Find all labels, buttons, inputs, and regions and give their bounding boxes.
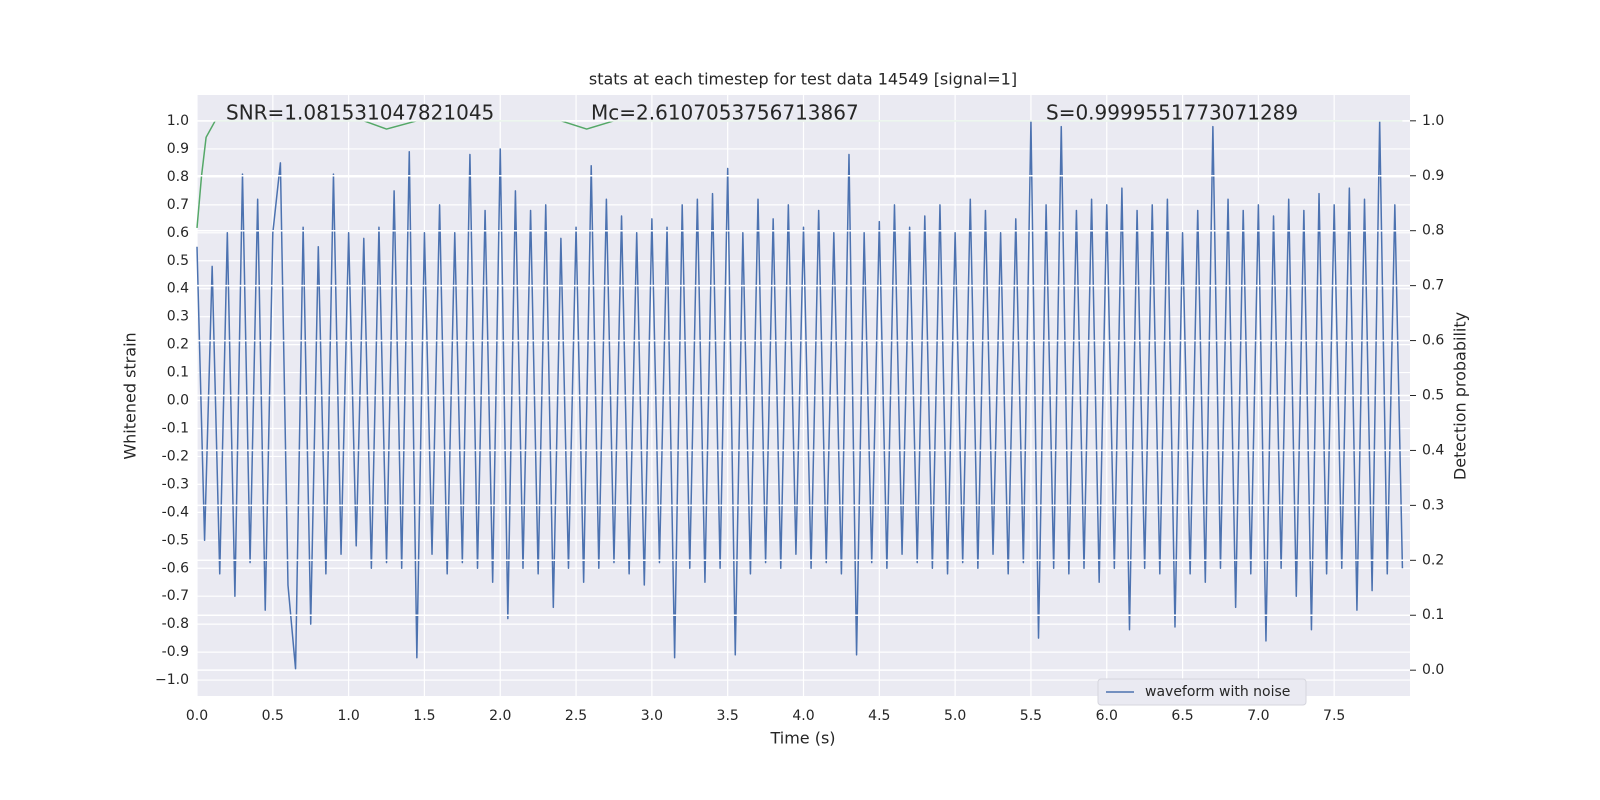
y-tick-label: 0.6 bbox=[167, 225, 189, 241]
y2-tick-label: 0.0 bbox=[1422, 662, 1444, 678]
x-tick-label: 5.5 bbox=[1020, 708, 1042, 724]
y-tick-label: −1.0 bbox=[155, 672, 189, 688]
y2-tick-label: 0.4 bbox=[1422, 442, 1444, 458]
y-tick-label: -0.8 bbox=[162, 616, 189, 632]
series-line bbox=[196, 120, 1403, 229]
y-axis-label: Whitened strain bbox=[121, 332, 140, 459]
annotation: Mc=2.6107053756713867 bbox=[591, 101, 859, 125]
y2-tick-label: 0.7 bbox=[1422, 278, 1444, 294]
x-tick-label: 1.0 bbox=[337, 708, 359, 724]
y-tick-label: 0.1 bbox=[167, 365, 189, 381]
x-tick-label: 4.0 bbox=[792, 708, 814, 724]
series-line bbox=[196, 120, 1404, 670]
y-tick-label: -0.7 bbox=[162, 588, 189, 604]
y-tick-label: -0.6 bbox=[162, 560, 189, 576]
y2-tick-label: 0.3 bbox=[1422, 497, 1444, 513]
x-tick-label: 0.5 bbox=[262, 708, 284, 724]
x-tick-label: 7.5 bbox=[1323, 708, 1345, 724]
y-tick-label: -0.2 bbox=[162, 448, 189, 464]
x-tick-label: 1.5 bbox=[413, 708, 435, 724]
y-tick-label: 0.8 bbox=[167, 169, 189, 185]
y2-tick-label: 0.9 bbox=[1422, 168, 1444, 184]
y-tick-label: -0.5 bbox=[162, 532, 189, 548]
x-tick-label: 3.0 bbox=[641, 708, 663, 724]
y-tick-label: -0.9 bbox=[162, 644, 189, 660]
y2-tick-label: 0.6 bbox=[1422, 333, 1444, 349]
y-tick-label: -0.1 bbox=[162, 420, 189, 436]
x-tick-label: 6.0 bbox=[1096, 708, 1118, 724]
legend-box bbox=[1097, 678, 1307, 706]
y2-tick-label: 0.5 bbox=[1422, 388, 1444, 404]
x-tick-label: 7.0 bbox=[1247, 708, 1269, 724]
y-tick-label: -0.4 bbox=[162, 504, 189, 520]
y2-axis-label: Detection probability bbox=[1451, 312, 1470, 480]
x-tick-label: 6.5 bbox=[1171, 708, 1193, 724]
y-tick-label: 0.4 bbox=[167, 281, 189, 297]
y-tick-label: 0.2 bbox=[167, 337, 189, 353]
y2-tick-label: 1.0 bbox=[1422, 113, 1444, 129]
x-tick-label: 2.5 bbox=[565, 708, 587, 724]
y-tick-label: 0.3 bbox=[167, 309, 189, 325]
annotation: SNR=1.081531047821045 bbox=[226, 101, 494, 125]
y-tick-label: 0.9 bbox=[167, 141, 189, 157]
y2-tick-label: 0.2 bbox=[1422, 552, 1444, 568]
y-tick-label: 1.0 bbox=[167, 113, 189, 129]
x-tick-label: 3.5 bbox=[717, 708, 739, 724]
x-tick-label: 4.5 bbox=[868, 708, 890, 724]
x-axis-label: Time (s) bbox=[769, 729, 835, 748]
y-tick-label: 0.0 bbox=[167, 393, 189, 409]
y-tick-label: -0.3 bbox=[162, 476, 189, 492]
y-tick-label: 0.7 bbox=[167, 197, 189, 213]
x-tick-label: 2.0 bbox=[489, 708, 511, 724]
chart-title: stats at each timestep for test data 145… bbox=[589, 70, 1017, 89]
y2-tick-label: 0.8 bbox=[1422, 223, 1444, 239]
x-tick-label: 5.0 bbox=[944, 708, 966, 724]
y2-tick-label: 0.1 bbox=[1422, 607, 1444, 623]
annotation: S=0.9999551773071289 bbox=[1046, 101, 1298, 125]
y-tick-label: 0.5 bbox=[167, 253, 189, 269]
legend-label: waveform with noise bbox=[1145, 684, 1290, 700]
x-tick-label: 0.0 bbox=[186, 708, 208, 724]
